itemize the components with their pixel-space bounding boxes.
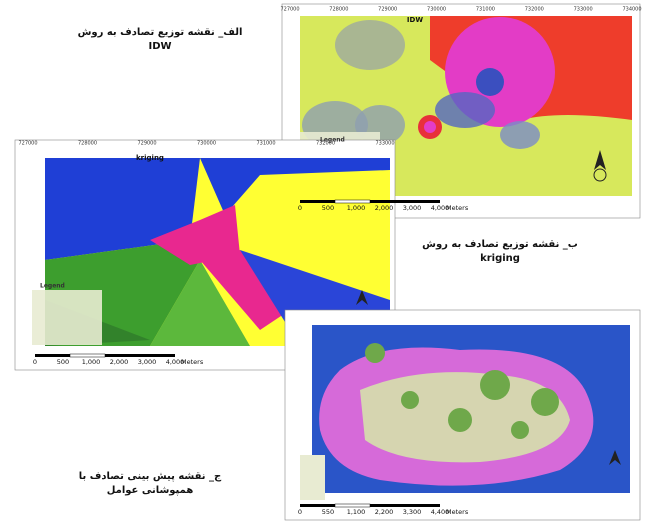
coord-label: 727000: [280, 7, 299, 13]
kriging-map: [14, 139, 396, 371]
coord-label: 727000: [18, 141, 37, 147]
scale-bar: [69, 353, 106, 358]
coord-label: 728000: [329, 7, 348, 13]
map-title: IDW: [407, 16, 423, 24]
caption: IDW: [148, 41, 171, 52]
scale-unit: Meters: [446, 204, 469, 212]
scale-label: 1,100: [347, 508, 366, 516]
caption: ج_ نقشه پیش بینی تصادف با: [79, 471, 222, 482]
scale-label: 500: [57, 358, 69, 366]
scale-label: 3,000: [138, 358, 157, 366]
scale-label: 2,000: [110, 358, 129, 366]
coord-label: 729000: [137, 141, 156, 147]
coord-label: 729000: [378, 7, 397, 13]
scale-label: 4,400: [431, 508, 450, 516]
scale-label: 0: [33, 358, 37, 366]
north-arrow: [609, 450, 621, 465]
caption: الف_ نقشه توزیع تصادف به روش: [78, 27, 243, 38]
coord-label: 731000: [476, 7, 495, 13]
scale-label: 3,000: [403, 204, 422, 212]
legend-title: Legend: [320, 137, 345, 144]
scale-label: 0: [298, 508, 302, 516]
scale-label: 500: [322, 204, 334, 212]
scale-label: 0: [298, 204, 302, 212]
north-arrow: [593, 150, 607, 182]
coord-label: 732000: [525, 7, 544, 13]
prediction-map: [284, 309, 641, 521]
coord-label: 733000: [574, 7, 593, 13]
scale-label: 1,000: [347, 204, 366, 212]
scale-label: 2,000: [375, 204, 394, 212]
scale-unit: Meters: [181, 358, 204, 366]
scale-label: 4,000: [431, 204, 450, 212]
scale-label: 2,200: [375, 508, 394, 516]
scale-unit: Meters: [446, 508, 469, 516]
coord-label: 728000: [78, 141, 97, 147]
scale-bar: [334, 199, 371, 204]
coord-label: 732000: [316, 141, 335, 147]
north-arrow: [356, 290, 368, 305]
scale-label: 550: [322, 508, 334, 516]
caption: kriging: [480, 253, 520, 264]
coord-label: 733000: [375, 141, 394, 147]
scale-label: 3,300: [403, 508, 422, 516]
caption: همپوشانی عوامل: [107, 485, 194, 496]
coord-label: 731000: [256, 141, 275, 147]
scale-bar: [334, 503, 371, 508]
scale-label: 4,000: [166, 358, 185, 366]
coord-label: 734000: [622, 7, 641, 13]
legend-title: Legend: [40, 283, 65, 290]
scale-label: 1,000: [82, 358, 101, 366]
coord-label: 730000: [197, 141, 216, 147]
coord-label: 730000: [427, 7, 446, 13]
caption: ب_ نقشه توزیع تصادف به روش: [422, 239, 578, 250]
map-title: kriging: [136, 154, 164, 162]
